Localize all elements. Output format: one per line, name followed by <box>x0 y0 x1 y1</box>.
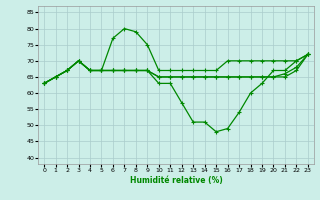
X-axis label: Humidité relative (%): Humidité relative (%) <box>130 176 222 185</box>
